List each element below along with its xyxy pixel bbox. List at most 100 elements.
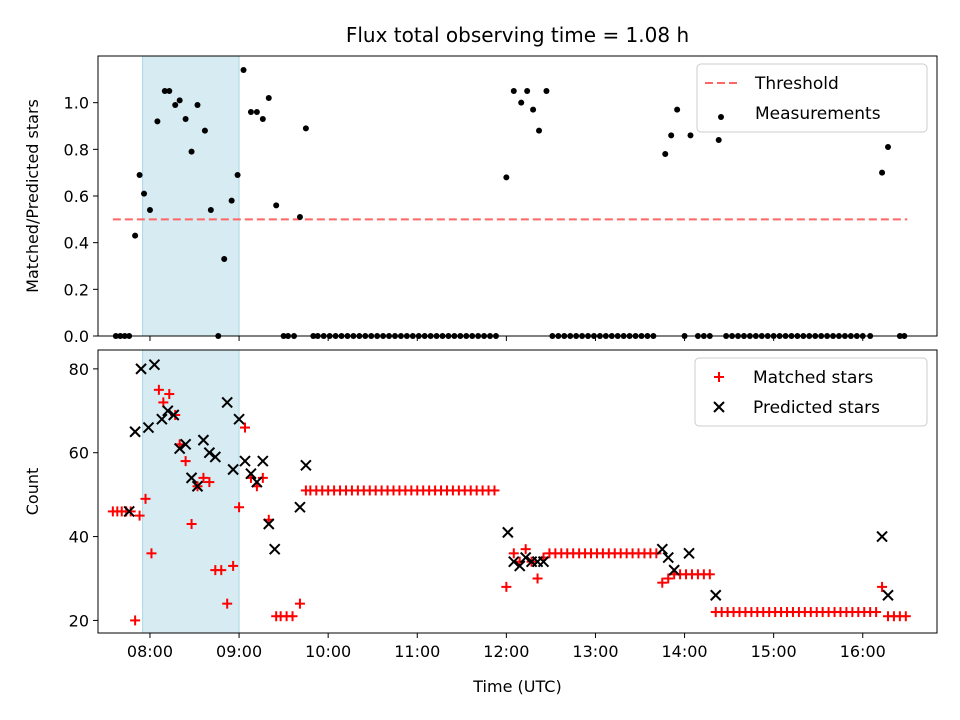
data-point (136, 172, 143, 178)
data-point (204, 477, 215, 488)
data-point (140, 493, 151, 504)
bottom-panel: 20 40 60 80 08:00 09:00 10:00 11:00 12:00 13:00 14… (23, 349, 938, 696)
x-tick-label: 11:00 (394, 642, 440, 661)
data-point (247, 109, 254, 115)
observing-window-shade (142, 55, 240, 337)
data-point (879, 169, 886, 176)
data-point (207, 207, 214, 213)
data-point (216, 565, 227, 576)
data-point (503, 174, 510, 181)
data-point (228, 197, 235, 204)
data-point (245, 467, 257, 480)
data-point (668, 564, 680, 576)
data-point (228, 560, 239, 571)
data-point (222, 598, 233, 609)
legend: Threshold Measurements (696, 63, 928, 133)
data-point (188, 148, 195, 155)
plot-frame (97, 349, 938, 634)
data-point (141, 190, 148, 197)
data-point (651, 548, 662, 559)
legend-box (696, 63, 928, 133)
data-point (198, 472, 209, 483)
series-predicted-stars (123, 358, 894, 601)
data-point (142, 421, 155, 434)
data-point (168, 409, 180, 421)
data-point (489, 485, 500, 496)
data-point (300, 459, 312, 472)
data-point (508, 548, 519, 559)
series-matched-stars (107, 384, 911, 626)
legend-box (694, 357, 928, 427)
data-point (514, 560, 526, 572)
data-point (294, 598, 305, 609)
data-point (132, 232, 139, 239)
data-point (186, 518, 197, 529)
data-point (715, 137, 722, 143)
data-point (294, 501, 306, 513)
x-tick-label: 08:00 (127, 642, 173, 661)
data-point (524, 88, 531, 94)
data-point (134, 510, 145, 521)
y-tick-label: 0.8 (64, 140, 89, 159)
data-point (502, 526, 514, 539)
data-point (125, 506, 136, 517)
data-point (257, 472, 268, 483)
data-point (704, 569, 715, 580)
data-point (543, 88, 550, 94)
data-point (251, 476, 263, 488)
data-point (269, 543, 281, 555)
x-tick-label: 14:00 (662, 642, 708, 661)
data-point (519, 551, 532, 564)
y-axis-label: Matched/Predicted stars (23, 99, 42, 293)
data-point (233, 413, 245, 425)
legend: Matched stars Predicted stars (694, 357, 928, 427)
data-point (257, 455, 269, 467)
data-point (518, 99, 525, 106)
data-point (508, 556, 520, 568)
data-point (877, 581, 888, 592)
data-point (154, 118, 161, 125)
data-point (191, 480, 204, 492)
y-tick-label: 40 (69, 528, 89, 547)
data-point (162, 405, 174, 417)
y-tick-label: 60 (69, 444, 89, 463)
data-point (234, 502, 245, 513)
data-point (164, 389, 175, 400)
data-point (203, 447, 216, 459)
data-point (900, 611, 911, 622)
data-point (302, 125, 309, 132)
data-point (197, 434, 210, 446)
data-point (156, 413, 168, 425)
y-tick-label: 0.4 (64, 234, 89, 253)
data-point (663, 573, 674, 584)
data-point (532, 573, 543, 584)
data-point (161, 88, 168, 94)
data-point (129, 426, 141, 438)
data-point (662, 151, 669, 157)
chart-title: Flux total observing time = 1.08 h (346, 23, 689, 47)
data-point (253, 109, 260, 115)
data-point (240, 67, 247, 73)
data-point (882, 589, 894, 601)
data-point (263, 518, 275, 530)
data-point (510, 88, 517, 94)
legend-marker (714, 372, 724, 382)
top-panel: 0.0 0.2 0.4 0.6 0.8 1.0 Matched/Predicted star… (23, 23, 938, 346)
data-point (265, 95, 272, 101)
data-point (176, 97, 183, 104)
data-point (123, 505, 135, 518)
data-point (182, 116, 189, 122)
data-point (662, 551, 674, 564)
x-tick-label: 09:00 (216, 642, 262, 661)
data-point (209, 451, 222, 463)
data-point (135, 363, 147, 375)
y-tick-label: 20 (69, 611, 89, 630)
x-tick-label: 12:00 (483, 642, 529, 661)
y-tick-label: 0.0 (64, 327, 89, 346)
data-point (194, 102, 201, 108)
legend-label: Matched stars (753, 368, 873, 388)
data-point (501, 581, 512, 592)
x-tick-label: 13:00 (572, 642, 618, 661)
data-point (871, 607, 882, 618)
data-point (530, 106, 537, 113)
